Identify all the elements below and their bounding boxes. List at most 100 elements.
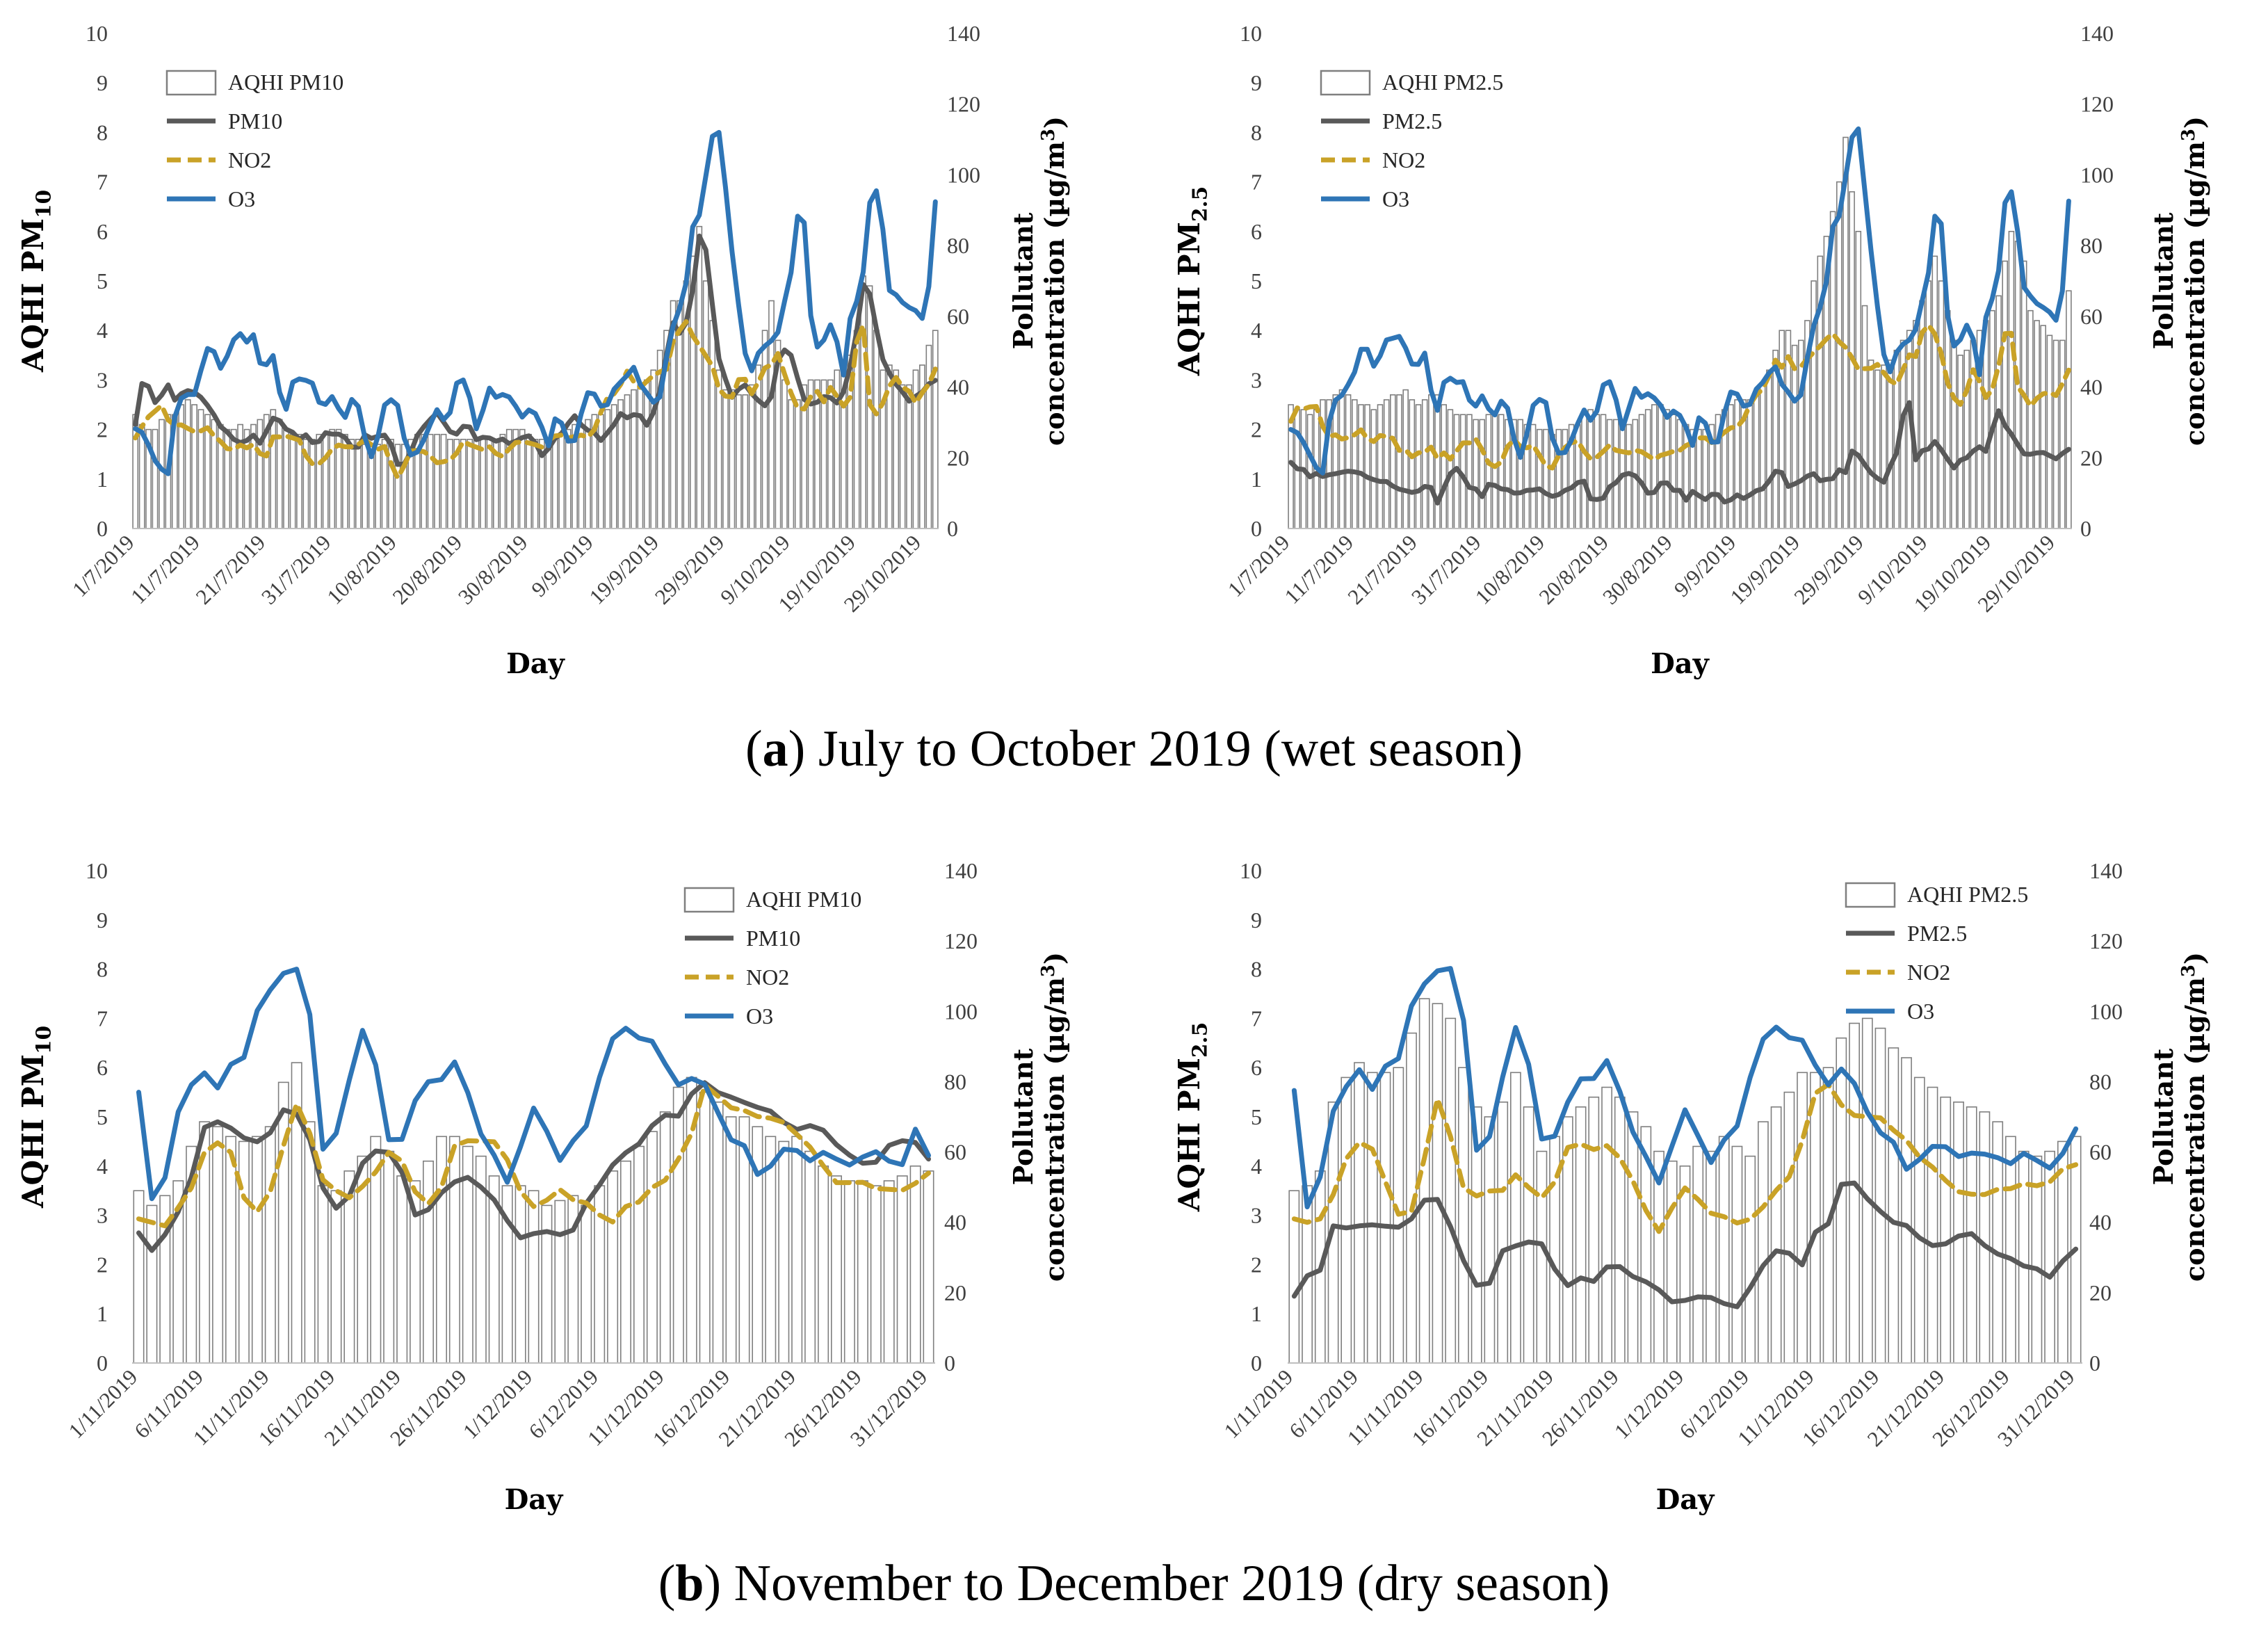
- y-right-axis-title: concentration (µg/m3): [2178, 952, 2210, 1282]
- bar-aqhi: [650, 369, 657, 529]
- bar-aqhi: [480, 438, 486, 529]
- bar-aqhi: [818, 1166, 829, 1364]
- bar-aqhi: [781, 379, 788, 529]
- y-left-tick-label: 10: [1240, 858, 1262, 883]
- bar-aqhi: [581, 1204, 592, 1364]
- bar-aqhi: [1849, 1022, 1860, 1364]
- x-tick-label: 11/7/2019: [1279, 530, 1358, 608]
- bar-aqhi: [225, 1136, 236, 1364]
- y-left-tick-label: 8: [97, 957, 108, 982]
- bar-aqhi: [434, 433, 440, 529]
- y-right-tick-label: 80: [947, 233, 969, 258]
- bar-aqhi: [499, 433, 506, 529]
- bar-aqhi: [440, 433, 447, 529]
- bar-aqhi: [316, 433, 323, 529]
- y-right-tick-label: 140: [944, 858, 978, 883]
- bar-aqhi: [1549, 433, 1555, 529]
- bar-aqhi: [1938, 280, 1945, 529]
- bar-aqhi: [1940, 1096, 1952, 1364]
- bar-aqhi: [1390, 394, 1396, 529]
- y-left-tick-label: 9: [1251, 908, 1262, 933]
- bar-aqhi: [1613, 419, 1619, 529]
- bar-aqhi: [448, 1136, 460, 1364]
- y-left-axis-title: AQHI PM2.5: [1172, 186, 1212, 376]
- bar-aqhi: [1651, 404, 1658, 529]
- y-right-tick-label: 20: [947, 445, 969, 470]
- y-left-tick-label: 6: [97, 1055, 108, 1080]
- series-line-pm25: [1291, 1180, 2079, 1309]
- bar-aqhi: [1537, 428, 1543, 529]
- legend-label: PM2.5: [1382, 108, 1442, 134]
- x-tick-label: 11/7/2019: [126, 530, 204, 608]
- bar-aqhi: [355, 438, 362, 529]
- y-left-tick-label: 1: [1251, 467, 1262, 492]
- x-tick-label: 19/9/2019: [1725, 530, 1804, 609]
- y-right-tick-label: 100: [2080, 162, 2114, 187]
- bar-aqhi: [725, 1116, 737, 1364]
- bar-aqhi: [2046, 334, 2053, 529]
- x-axis-title: Day: [506, 647, 566, 680]
- y-left-tick-label: 4: [1251, 318, 1262, 343]
- bar-aqhi: [289, 433, 296, 529]
- x-tick-label: 20/8/2019: [388, 530, 467, 609]
- bar-aqhi: [329, 428, 336, 529]
- y-left-axis-title: AQHI PM2.5: [1172, 1022, 1212, 1212]
- bar-aqhi: [528, 1190, 540, 1364]
- y-right-tick-label: 60: [944, 1140, 966, 1165]
- y-right-tick-label: 140: [2080, 21, 2114, 46]
- y-right-tick-label: 140: [947, 21, 980, 46]
- bar-aqhi: [1383, 399, 1390, 529]
- legend-label: O3: [1382, 186, 1409, 211]
- bar-aqhi: [362, 444, 368, 529]
- series-line-o3: [1291, 966, 2079, 1209]
- y-right-tick-label: 0: [947, 516, 958, 541]
- x-tick-label: 1/11/2019: [64, 1364, 143, 1443]
- bar-aqhi: [296, 433, 302, 529]
- x-tick-label: 29/9/2019: [1789, 530, 1868, 609]
- bar-aqhi: [619, 1160, 631, 1364]
- bar-aqhi: [1594, 414, 1601, 529]
- bar-aqhi: [1340, 1076, 1352, 1364]
- bar-aqhi: [383, 1150, 395, 1364]
- y-right-tick-label: 20: [2089, 1280, 2112, 1305]
- bar-aqhi: [1434, 394, 1441, 529]
- bar-aqhi: [2002, 260, 2008, 529]
- y-right-tick-label: 120: [2089, 928, 2123, 953]
- bar-aqhi: [1479, 419, 1485, 529]
- bar-aqhi: [1957, 354, 1963, 529]
- bar-aqhi: [152, 428, 159, 529]
- bar-aqhi: [696, 225, 703, 529]
- legend-label: NO2: [1382, 147, 1425, 172]
- y-right-tick-label: 60: [2089, 1140, 2112, 1165]
- series-line-no2: [136, 1083, 931, 1229]
- bar-aqhi: [722, 389, 729, 529]
- bar-aqhi: [1931, 255, 1938, 529]
- bar-aqhi: [932, 330, 939, 529]
- bar-aqhi: [1759, 384, 1766, 529]
- series-line-no2: [133, 319, 938, 481]
- bar-aqhi: [322, 433, 329, 529]
- y-left-tick-label: 0: [97, 1350, 108, 1376]
- bar-aqhi: [778, 1140, 790, 1364]
- bar-aqhi: [264, 1126, 276, 1364]
- bar-aqhi: [1868, 360, 1874, 529]
- bar-aqhi: [870, 1185, 882, 1364]
- bar-aqhi: [1523, 1106, 1534, 1364]
- bar-aqhi: [748, 384, 755, 529]
- bar-aqhi: [1925, 280, 1931, 529]
- bar-aqhi: [597, 414, 604, 529]
- series-line-o3: [1288, 126, 2071, 476]
- y-left-tick-label: 5: [97, 268, 108, 293]
- y-right-axis-title: Pollutant: [1007, 212, 1039, 349]
- bar-aqhi: [637, 384, 644, 529]
- bar-aqhi: [348, 438, 355, 529]
- bar-aqhi: [1887, 360, 1893, 529]
- bar-aqhi: [184, 399, 191, 529]
- series-line-o3: [136, 967, 931, 1202]
- bar-aqhi: [1530, 424, 1537, 529]
- y-left-tick-label: 6: [1251, 219, 1262, 244]
- bar-aqhi: [1944, 309, 1951, 529]
- legend-label: O3: [1907, 999, 1934, 1024]
- bar-aqhi: [1601, 1086, 1612, 1364]
